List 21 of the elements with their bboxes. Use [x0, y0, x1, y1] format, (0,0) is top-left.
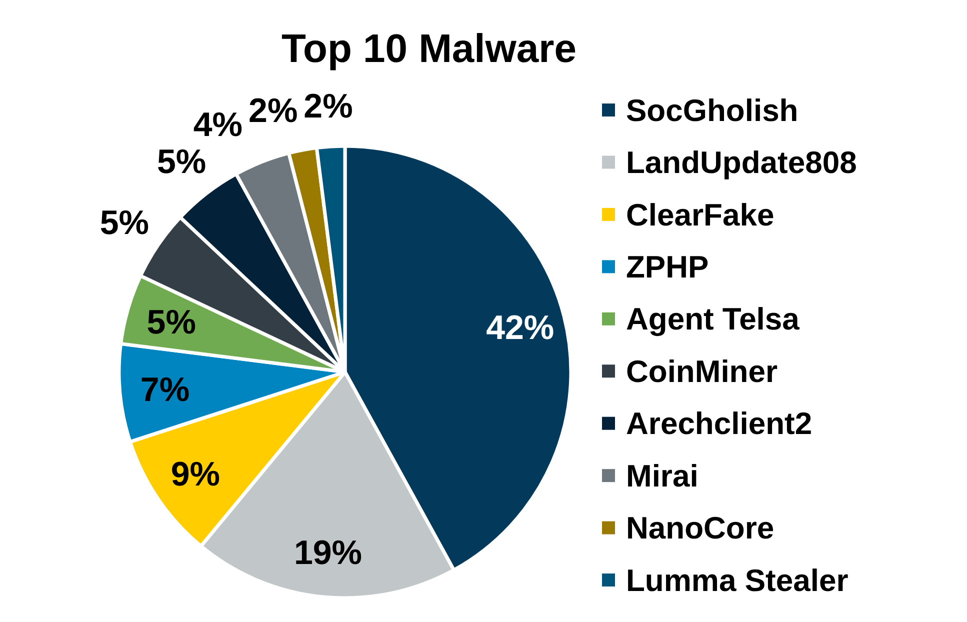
data-label: 7% — [140, 370, 190, 409]
data-label: 5% — [146, 303, 196, 342]
data-label: 5% — [156, 143, 206, 182]
data-label: 9% — [170, 456, 220, 494]
legend-label: LandUpdate808 — [626, 145, 857, 180]
data-label: 2% — [304, 88, 353, 126]
chart-title: Top 10 Malware — [282, 27, 576, 71]
legend-label: Agent Telsa — [626, 302, 800, 337]
legend-label: ZPHP — [626, 250, 709, 285]
legend-label: SocGholish — [626, 92, 798, 128]
legend-label: Lumma Stealer — [626, 562, 848, 598]
data-label: 19% — [294, 534, 362, 572]
data-label: 2% — [248, 92, 298, 130]
legend-label: Arechclient2 — [626, 406, 812, 442]
data-label: 5% — [100, 204, 150, 242]
legend-label: Mirai — [626, 458, 698, 494]
data-label: 4% — [193, 106, 243, 144]
legend-label: CoinMiner — [626, 354, 778, 389]
legend-label: NanoCore — [626, 510, 774, 546]
data-label: 42% — [486, 308, 554, 347]
legend-label: ClearFake — [626, 197, 774, 232]
